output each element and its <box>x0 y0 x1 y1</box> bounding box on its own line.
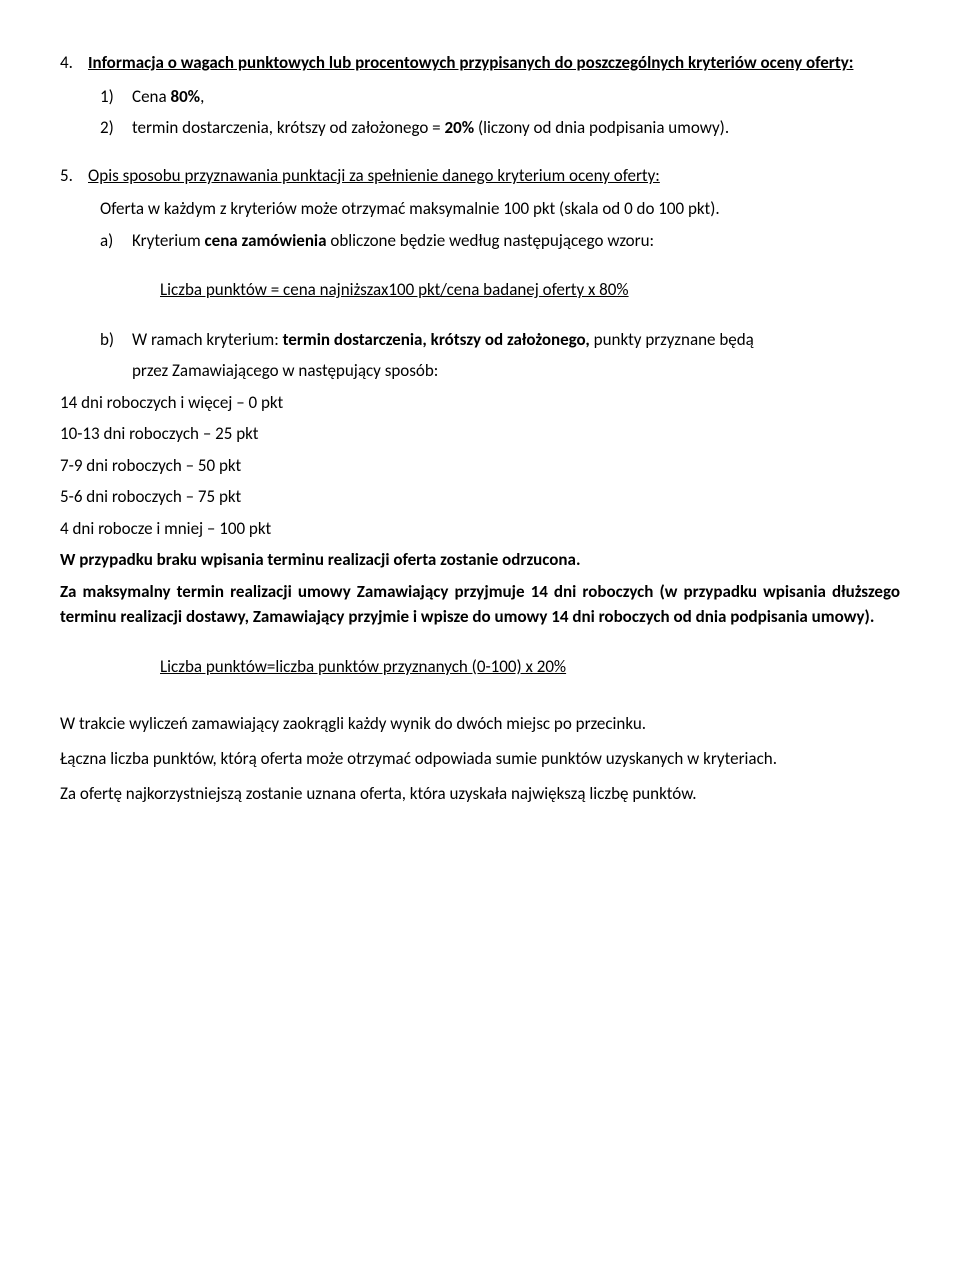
scale-line-1: 14 dni roboczych i więcej – 0 pkt <box>60 390 900 416</box>
section-5-title: Opis sposobu przyznawania punktacji za s… <box>88 163 660 189</box>
max-term-note: Za maksymalny termin realizacji umowy Za… <box>60 579 900 630</box>
s4-item-1: 1) Cena 80%, <box>100 84 900 110</box>
section-5-heading: 5. Opis sposobu przyznawania punktacji z… <box>60 163 900 189</box>
s4-item-2: 2) termin dostarczenia, krótszy od założ… <box>100 115 900 141</box>
scale-line-4: 5-6 dni roboczych – 75 pkt <box>60 484 900 510</box>
text-span: punkty przyznane będą <box>590 329 754 350</box>
s4-item-1-text: Cena 80%, <box>132 84 204 110</box>
text-bold: 80% <box>170 86 200 107</box>
section-5-number: 5. <box>60 163 88 189</box>
text-span: (liczony od dnia podpisania umowy). <box>478 117 729 138</box>
scale-line-3: 7-9 dni roboczych – 50 pkt <box>60 453 900 479</box>
s5-b-marker: b) <box>100 327 132 353</box>
section-4-number: 4. <box>60 50 88 76</box>
text-span: obliczone będzie według następującego wz… <box>327 230 655 251</box>
closing-p3: Za ofertę najkorzystniejszą zostanie uzn… <box>60 781 900 807</box>
text-bold: cena zamówienia <box>205 230 327 251</box>
s5-item-a: a) Kryterium cena zamówienia obliczone b… <box>100 228 900 254</box>
s4-item-2-text: termin dostarczenia, krótszy od założone… <box>132 115 729 141</box>
formula-a: Liczba punktów = cena najniższax100 pkt/… <box>160 277 900 303</box>
s5-item-b: b) W ramach kryterium: termin dostarczen… <box>100 327 900 353</box>
text-span: Kryterium <box>132 230 205 251</box>
section-4-title: Informacja o wagach punktowych lub proce… <box>88 50 853 76</box>
scale-line-2: 10-13 dni roboczych – 25 pkt <box>60 421 900 447</box>
s4-item-1-marker: 1) <box>100 84 132 110</box>
text-span: , <box>200 86 204 107</box>
rejection-note: W przypadku braku wpisania terminu reali… <box>60 547 900 573</box>
s5-b-text: W ramach kryterium: termin dostarczenia,… <box>132 327 900 353</box>
scale-line-5: 4 dni robocze i mniej – 100 pkt <box>60 516 900 542</box>
s5-b-line2: przez Zamawiającego w następujący sposób… <box>132 358 900 384</box>
closing-p2: Łączna liczba punktów, którą oferta może… <box>60 743 900 775</box>
text-span: W ramach kryterium: <box>132 329 283 350</box>
text-span: Cena <box>132 86 170 107</box>
section-4-heading: 4. Informacja o wagach punktowych lub pr… <box>60 50 900 76</box>
s5-intro: Oferta w każdym z kryteriów może otrzyma… <box>100 196 900 222</box>
formula-b: Liczba punktów=liczba punktów przyznanyc… <box>160 654 900 680</box>
text-span: termin dostarczenia, krótszy od założone… <box>132 117 444 138</box>
text-bold: termin dostarczenia, krótszy od założone… <box>283 329 590 350</box>
s5-a-text: Kryterium cena zamówienia obliczone będz… <box>132 228 654 254</box>
closing-p1: W trakcie wyliczeń zamawiający zaokrągli… <box>60 711 900 737</box>
text-bold: 20% <box>444 117 477 138</box>
s5-a-marker: a) <box>100 228 132 254</box>
s4-item-2-marker: 2) <box>100 115 132 141</box>
